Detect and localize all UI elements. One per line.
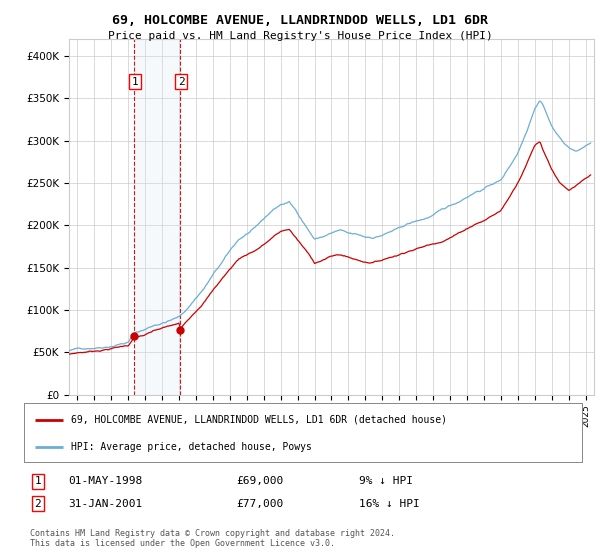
Bar bbox=[134, 39, 181, 395]
Text: 1: 1 bbox=[35, 477, 41, 487]
Text: 9% ↓ HPI: 9% ↓ HPI bbox=[359, 477, 413, 487]
Text: Price paid vs. HM Land Registry's House Price Index (HPI): Price paid vs. HM Land Registry's House … bbox=[107, 31, 493, 41]
Text: 2: 2 bbox=[178, 77, 185, 87]
Text: HPI: Average price, detached house, Powys: HPI: Average price, detached house, Powy… bbox=[71, 442, 313, 452]
Text: 16% ↓ HPI: 16% ↓ HPI bbox=[359, 498, 419, 508]
Text: 01-MAY-1998: 01-MAY-1998 bbox=[68, 477, 143, 487]
Text: £77,000: £77,000 bbox=[236, 498, 283, 508]
Text: £69,000: £69,000 bbox=[236, 477, 283, 487]
Text: 31-JAN-2001: 31-JAN-2001 bbox=[68, 498, 143, 508]
Text: Contains HM Land Registry data © Crown copyright and database right 2024.
This d: Contains HM Land Registry data © Crown c… bbox=[29, 529, 395, 548]
Text: 2: 2 bbox=[35, 498, 41, 508]
Text: 69, HOLCOMBE AVENUE, LLANDRINDOD WELLS, LD1 6DR (detached house): 69, HOLCOMBE AVENUE, LLANDRINDOD WELLS, … bbox=[71, 414, 448, 424]
Text: 1: 1 bbox=[131, 77, 138, 87]
Text: 69, HOLCOMBE AVENUE, LLANDRINDOD WELLS, LD1 6DR: 69, HOLCOMBE AVENUE, LLANDRINDOD WELLS, … bbox=[112, 14, 488, 27]
